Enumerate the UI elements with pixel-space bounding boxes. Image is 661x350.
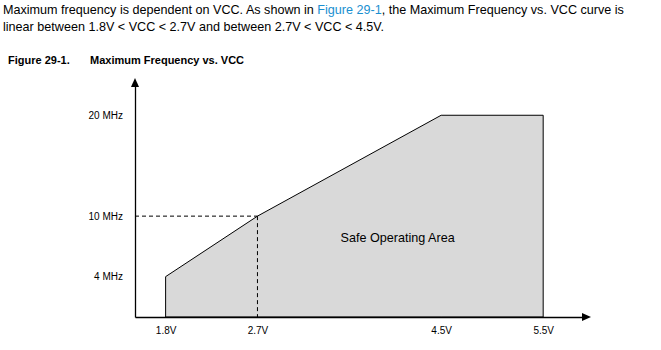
chart: Maximum frequency is dependent on VCC. A… (0, 0, 661, 350)
title: Figure 29-1. Maximum Frequency vs. VCC (8, 54, 244, 66)
paragraph: Maximum frequency is dependent on VCC. A… (3, 3, 624, 34)
x-tick: 1.8V (156, 317, 177, 336)
x-axis: 1.8V 2.7V 4.5V 5.5V (136, 317, 585, 336)
paragraph-line: linear between 1.8V < VCC < 2.7V and bet… (3, 20, 384, 34)
y-axis-arrow (131, 78, 139, 87)
title-number: Figure 29-1. (8, 54, 70, 66)
x-tick: 4.5V (431, 317, 452, 336)
guide-line-horizontal (135, 216, 257, 217)
plot-area (135, 115, 543, 317)
x-tick: 5.5V (533, 317, 554, 336)
x-tick-label: 2.7V (248, 325, 269, 336)
x-tick-label: 5.5V (533, 325, 554, 336)
paragraph-text: linear between 1.8V < VCC < 2.7V and bet… (3, 20, 384, 34)
y-tick-label: 20 MHz (89, 110, 123, 121)
y-tick-label: 10 MHz (89, 211, 123, 222)
x-tick-label: 1.8V (156, 325, 177, 336)
x-tick-label: 4.5V (431, 325, 452, 336)
axis-line (136, 317, 585, 318)
title-text: Maximum Frequency vs. VCC (90, 54, 244, 66)
figure-link: Figure 29-1 (317, 3, 381, 17)
annotation: Safe Operating Area (341, 231, 455, 245)
y-tick: 20 MHz (89, 110, 135, 121)
x-tick: 2.7V (248, 317, 269, 336)
paragraph-text: , the Maximum Frequency vs. VCC curve is (382, 3, 624, 17)
y-tick: 10 MHz (89, 211, 135, 222)
paragraph-line: Maximum frequency is dependent on VCC. A… (3, 3, 624, 17)
axis-line (135, 86, 136, 318)
y-tick-label: 4 MHz (94, 271, 123, 282)
y-axis: 4 MHz 10 MHz 20 MHz (89, 86, 136, 318)
paragraph-text: Maximum frequency is dependent on VCC. A… (3, 3, 317, 17)
guide-line-vertical (257, 216, 258, 317)
x-axis-arrow (582, 313, 591, 321)
y-tick: 4 MHz (94, 271, 135, 282)
